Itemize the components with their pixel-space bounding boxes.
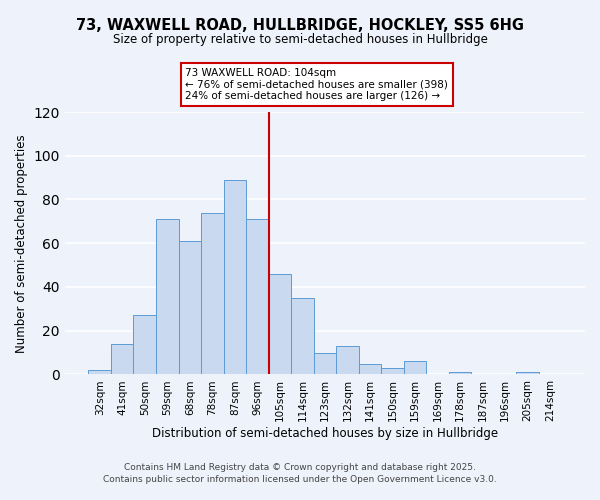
Bar — [133, 316, 156, 374]
Bar — [179, 241, 201, 374]
Text: 73 WAXWELL ROAD: 104sqm
← 76% of semi-detached houses are smaller (398)
24% of s: 73 WAXWELL ROAD: 104sqm ← 76% of semi-de… — [185, 68, 448, 101]
Bar — [156, 219, 179, 374]
Bar — [111, 344, 133, 374]
X-axis label: Distribution of semi-detached houses by size in Hullbridge: Distribution of semi-detached houses by … — [152, 427, 498, 440]
Text: Contains public sector information licensed under the Open Government Licence v3: Contains public sector information licen… — [103, 475, 497, 484]
Bar — [336, 346, 359, 374]
Bar — [381, 368, 404, 374]
Bar — [517, 372, 539, 374]
Text: 73, WAXWELL ROAD, HULLBRIDGE, HOCKLEY, SS5 6HG: 73, WAXWELL ROAD, HULLBRIDGE, HOCKLEY, S… — [76, 18, 524, 32]
Bar — [359, 364, 381, 374]
Bar — [201, 212, 224, 374]
Bar — [246, 219, 269, 374]
Bar — [449, 372, 471, 374]
Bar — [88, 370, 111, 374]
Bar — [291, 298, 314, 374]
Bar — [224, 180, 246, 374]
Text: Size of property relative to semi-detached houses in Hullbridge: Size of property relative to semi-detach… — [113, 32, 487, 46]
Bar — [314, 352, 336, 374]
Y-axis label: Number of semi-detached properties: Number of semi-detached properties — [15, 134, 28, 352]
Bar — [404, 362, 426, 374]
Bar — [269, 274, 291, 374]
Text: Contains HM Land Registry data © Crown copyright and database right 2025.: Contains HM Land Registry data © Crown c… — [124, 464, 476, 472]
